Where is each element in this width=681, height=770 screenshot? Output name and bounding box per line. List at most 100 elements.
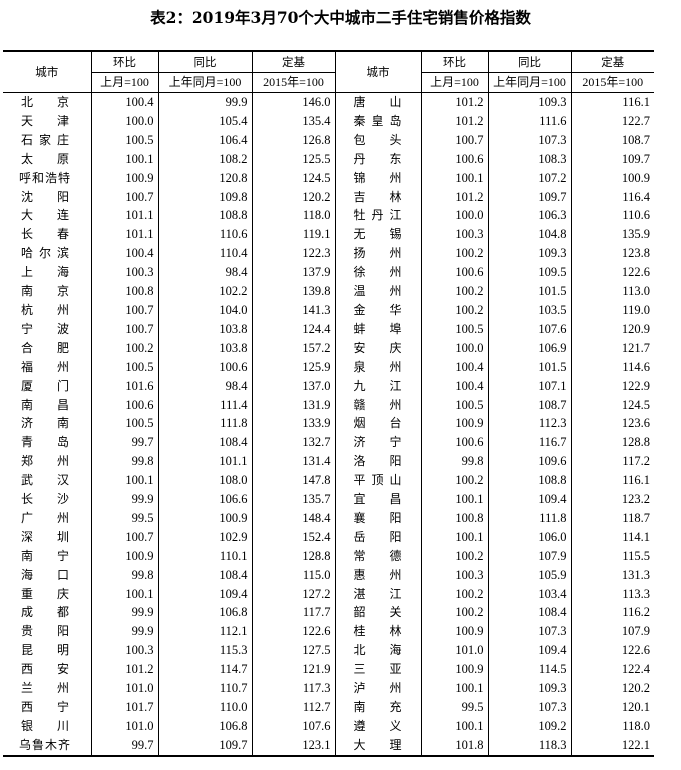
mom-value: 100.1: [90, 149, 158, 169]
mom-value: 100.5: [90, 414, 158, 434]
city-name: 温州: [353, 284, 402, 299]
yoy-value: 108.3: [487, 149, 571, 169]
table-row: 长春 101.1 110.6 119.1 无锡 100.3 104.8 135.9: [3, 225, 654, 245]
city-cell: 重庆: [3, 585, 91, 604]
yoy-value: 111.4: [157, 395, 252, 415]
city-cell: 广州: [3, 509, 91, 528]
fixed-value: 124.5: [251, 168, 335, 188]
yoy-value: 98.4: [157, 376, 252, 396]
fixed-value: 120.2: [570, 679, 654, 698]
city-cell: 兰州: [3, 679, 91, 698]
fixed-value: 152.4: [251, 527, 335, 547]
fixed-value: 109.7: [570, 149, 654, 169]
yoy-value: 106.8: [157, 603, 252, 623]
city-name: 岳阳: [353, 529, 402, 544]
mom-value: 100.0: [90, 111, 158, 131]
yoy-value: 106.6: [157, 490, 252, 509]
table-row: 南宁 100.9 110.1 128.8 常德 100.2 107.9 115.5: [3, 546, 654, 566]
city-name: 银川: [21, 718, 69, 733]
header-yoy-base-left: 上年同月=100: [157, 72, 252, 93]
yoy-value: 103.5: [487, 300, 571, 320]
city-name: 无锡: [353, 227, 402, 242]
mom-value: 100.2: [420, 603, 488, 623]
city-cell: 秦皇岛: [334, 111, 421, 131]
city-cell: 平顶山: [334, 471, 421, 491]
header-mom-base-left: 上月=100: [90, 72, 158, 93]
yoy-value: 108.7: [487, 395, 571, 415]
mom-value: 100.9: [420, 414, 488, 434]
city-cell: 南宁: [3, 547, 91, 566]
city-cell: 烟台: [334, 414, 421, 434]
header-fixed-base-right: 2015年=100: [570, 72, 654, 93]
mom-value: 101.0: [90, 679, 158, 698]
yoy-value: 107.3: [487, 130, 571, 150]
yoy-value: 109.3: [487, 679, 571, 698]
mom-value: 99.8: [90, 565, 158, 585]
yoy-value: 104.8: [487, 225, 571, 245]
city-cell: 福州: [3, 358, 91, 377]
city-cell: 西宁: [3, 698, 91, 717]
city-cell: 包头: [334, 130, 421, 150]
city-name: 遵义: [353, 718, 402, 733]
fixed-value: 132.7: [251, 433, 335, 453]
city-name: 福州: [21, 359, 69, 374]
mom-value: 101.7: [90, 698, 158, 717]
yoy-value: 109.8: [157, 187, 252, 207]
city-name: 包头: [353, 132, 402, 147]
fixed-value: 119.1: [251, 225, 335, 245]
city-cell: 泸州: [334, 679, 421, 698]
city-name: 成都: [21, 605, 69, 620]
city-name: 上海: [21, 265, 69, 280]
city-cell: 天津: [3, 112, 91, 131]
city-cell: 蚌埠: [334, 319, 421, 339]
yoy-value: 120.8: [157, 168, 252, 188]
fixed-value: 125.9: [251, 357, 335, 377]
fixed-value: 115.5: [570, 546, 654, 566]
city-cell: 太原: [3, 150, 91, 169]
table-row: 郑州 99.8 101.1 131.4 洛阳 99.8 109.6 117.2: [3, 452, 654, 472]
yoy-value: 103.8: [157, 319, 252, 339]
yoy-value: 109.3: [487, 92, 571, 112]
yoy-value: 109.3: [487, 244, 571, 264]
yoy-value: 109.7: [157, 735, 252, 756]
header-fixed-base-left: 2015年=100: [251, 72, 335, 93]
table-row: 上海 100.3 98.4 137.9 徐州 100.6 109.5 122.6: [3, 263, 654, 283]
table-row: 太原 100.1 108.2 125.5 丹东 100.6 108.3 109.7: [3, 149, 654, 169]
yoy-value: 115.3: [157, 641, 252, 661]
mom-value: 101.1: [90, 225, 158, 245]
city-cell: 北京: [3, 93, 91, 112]
yoy-value: 98.4: [157, 263, 252, 283]
table-row: 南京 100.8 102.2 139.8 温州 100.2 101.5 113.0: [3, 282, 654, 301]
mom-value: 100.0: [420, 206, 488, 226]
fixed-value: 133.9: [251, 414, 335, 434]
mom-value: 100.7: [420, 130, 488, 150]
city-name: 济南: [21, 416, 69, 431]
yoy-value: 112.1: [157, 622, 252, 642]
mom-value: 99.8: [90, 452, 158, 472]
price-index-table: 城市 环比 同比 定基 城市 环比 同比 定基 上月=100 上年同月=100 …: [3, 50, 654, 757]
yoy-value: 110.1: [157, 546, 252, 566]
table-row: 广州 99.5 100.9 148.4 襄阳 100.8 111.8 118.7: [3, 508, 654, 528]
mom-value: 101.1: [90, 206, 158, 226]
yoy-value: 103.8: [157, 338, 252, 358]
header-mom-right: 环比: [420, 51, 488, 73]
fixed-value: 125.5: [251, 149, 335, 169]
city-cell: 济宁: [334, 433, 421, 453]
yoy-value: 110.4: [157, 244, 252, 264]
fixed-value: 126.8: [251, 130, 335, 150]
fixed-value: 122.3: [251, 244, 335, 264]
city-name: 牡丹江: [353, 208, 402, 223]
mom-value: 100.6: [420, 433, 488, 453]
yoy-value: 100.6: [157, 357, 252, 377]
table-row: 石家庄 100.5 106.4 126.8 包头 100.7 107.3 108.7: [3, 130, 654, 150]
city-cell: 北海: [334, 641, 421, 661]
fixed-value: 157.2: [251, 338, 335, 358]
yoy-value: 107.1: [487, 376, 571, 396]
header-fixed-left: 定基: [251, 51, 335, 73]
yoy-value: 118.3: [487, 735, 571, 756]
city-cell: 昆明: [3, 641, 91, 660]
city-cell: 牡丹江: [334, 206, 421, 226]
fixed-value: 115.0: [251, 565, 335, 585]
city-name: 太原: [21, 151, 69, 166]
yoy-value: 106.9: [487, 338, 571, 358]
